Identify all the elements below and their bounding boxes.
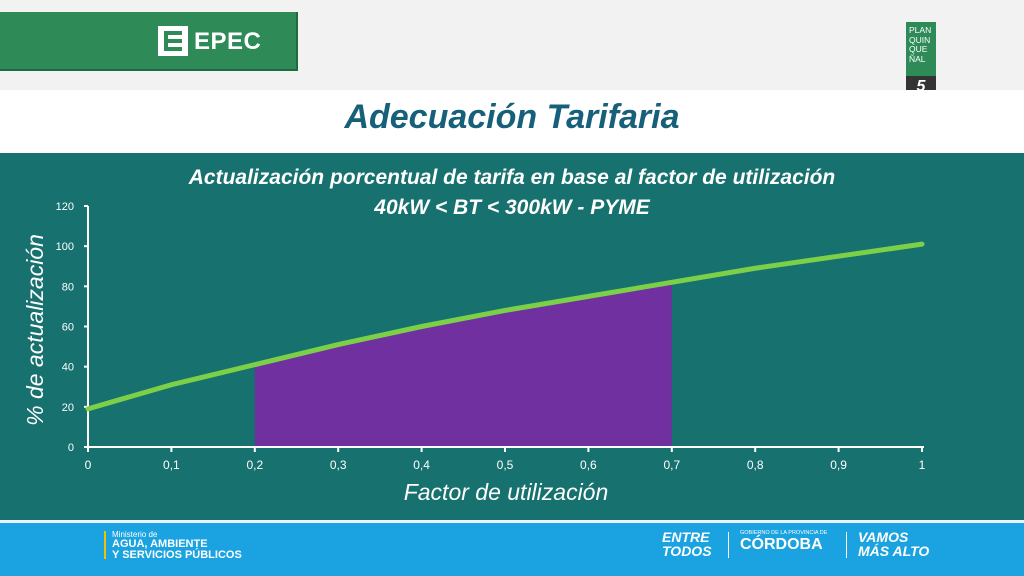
x-tick-label: 0,7	[663, 458, 680, 472]
vamos-line2: MÁS ALTO	[858, 543, 930, 559]
y-axis-label: % de actualización	[22, 234, 48, 426]
x-tick-label: 0,9	[830, 458, 847, 472]
footer	[0, 520, 1024, 576]
x-tick-label: 0,1	[163, 458, 180, 472]
entre-line2: TODOS	[662, 543, 712, 559]
y-tick-label: 100	[56, 241, 74, 253]
chart-title: Actualización porcentual de tarifa en ba…	[188, 166, 836, 189]
ministry-small: Ministerio de	[112, 530, 158, 539]
series-line	[85, 241, 925, 412]
x-tick-label: 0,5	[497, 458, 514, 472]
footer-separator	[728, 532, 729, 558]
plan-line: QUE	[909, 44, 928, 54]
page-title: Adecuación Tarifaria	[344, 98, 680, 136]
plan-line: QUIN	[909, 34, 931, 45]
cordoba-government-logo: GOBIERNO DE LA PROVINCIA DE CÓRDOBA	[740, 530, 827, 554]
y-tick-label: 80	[62, 281, 74, 293]
x-tick-label: 1	[919, 458, 926, 472]
x-tick-label: 0	[85, 458, 92, 472]
y-tick-label: 40	[62, 362, 74, 374]
logo-text: EPEC	[194, 28, 262, 55]
x-tick-label: 0,6	[580, 458, 597, 472]
y-tick-label: 0	[68, 442, 74, 454]
footer-separator	[846, 532, 847, 558]
epec-logo: EPEC	[0, 12, 298, 71]
gov-small: GOBIERNO DE LA PROVINCIA DE	[740, 530, 828, 536]
plan-line: PLAN	[909, 25, 932, 35]
entre-line1: ENTRE	[662, 529, 710, 545]
gov-name: CÓRDOBA	[740, 536, 823, 553]
vamos-mas-alto-logo: VAMOS MÁS ALTO	[858, 530, 929, 558]
x-tick-label: 0,2	[246, 458, 263, 472]
y-tick-label: 20	[62, 402, 74, 414]
title-bar	[0, 90, 1024, 153]
y-tick-label: 120	[56, 201, 74, 213]
plot-area: 0 20 40 60 80 100 120 0 0,1 0,2 0,3 0,4 0,5 0,6 0,7 0,8…	[56, 201, 926, 472]
ministry-logo: Ministerio de AGUA, AMBIENTE Y SERVICIOS…	[112, 530, 242, 561]
epec-logo-mark-icon	[158, 26, 188, 56]
plan-quinquenal-badge: PLAN QUIN QUE ÑAL 5	[906, 22, 936, 98]
shaded-area	[254, 282, 672, 447]
y-tick-label: 60	[62, 322, 74, 334]
ministry-line2: Y SERVICIOS PÚBLICOS	[112, 549, 242, 561]
plan-line: ÑAL	[909, 53, 926, 64]
entre-todos-logo: ENTRE TODOS	[662, 530, 712, 558]
x-tick-label: 0,8	[747, 458, 764, 472]
x-tick-label: 0,3	[330, 458, 347, 472]
chart-subtitle: 40kW < BT < 300kW - PYME	[373, 196, 650, 219]
vamos-line1: VAMOS	[858, 529, 909, 545]
ministry-accent-bar	[104, 531, 106, 559]
x-axis-label: Factor de utilización	[404, 479, 609, 505]
ministry-line1: AGUA, AMBIENTE	[112, 538, 208, 550]
x-tick-label: 0,4	[413, 458, 430, 472]
